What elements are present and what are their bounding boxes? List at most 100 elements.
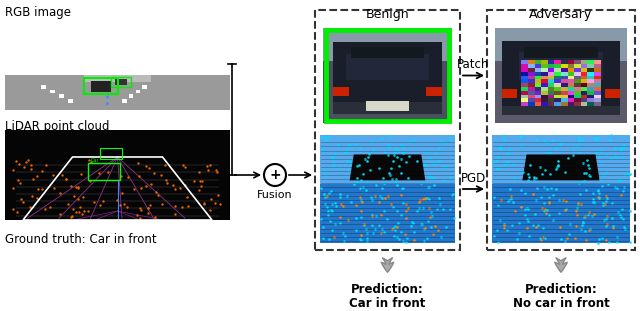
Bar (528, 79, 535, 83)
Bar (502, 89, 518, 98)
Bar (333, 102, 442, 114)
Bar (528, 98, 535, 102)
Bar (524, 47, 598, 58)
Bar (568, 86, 575, 91)
Bar (522, 94, 529, 98)
Bar (548, 71, 555, 76)
Bar (541, 71, 548, 76)
Bar (594, 90, 601, 95)
Bar (594, 71, 601, 76)
Bar (365, 101, 410, 111)
Bar (185, 75, 230, 105)
Bar (581, 71, 588, 76)
Bar (522, 75, 529, 79)
Bar (534, 60, 541, 64)
Bar (568, 79, 575, 83)
Bar (522, 86, 529, 91)
Bar (548, 102, 555, 106)
Bar (581, 94, 588, 98)
Bar (59, 94, 63, 98)
Bar (588, 90, 595, 95)
Bar (528, 94, 535, 98)
Bar (594, 86, 601, 91)
Bar (84, 78, 118, 94)
Bar (568, 75, 575, 79)
Bar (554, 79, 561, 83)
Bar (548, 64, 555, 68)
Bar (588, 83, 595, 87)
Bar (528, 75, 535, 79)
Bar (88, 163, 120, 179)
Bar (588, 98, 595, 102)
Bar (548, 98, 555, 102)
Bar (548, 90, 555, 95)
Text: Adversary: Adversary (529, 8, 593, 21)
Bar (568, 60, 575, 64)
Bar (574, 64, 581, 68)
Bar (502, 106, 620, 115)
Bar (495, 28, 627, 61)
Bar (41, 85, 45, 89)
Bar (541, 86, 548, 91)
Bar (534, 67, 541, 72)
Text: No car in front: No car in front (513, 297, 609, 310)
Bar (534, 75, 541, 79)
Bar (574, 86, 581, 91)
Bar (541, 83, 548, 87)
Bar (541, 102, 548, 106)
Bar (581, 90, 588, 95)
Bar (588, 102, 595, 106)
Text: RGB image: RGB image (5, 6, 71, 19)
Bar (594, 102, 601, 106)
Bar (528, 86, 535, 91)
Bar (320, 135, 455, 183)
Bar (426, 87, 442, 96)
Text: PGD: PGD (461, 172, 486, 185)
Bar (528, 90, 535, 95)
Bar (594, 79, 601, 83)
Text: Car in front: Car in front (349, 297, 426, 310)
Bar (568, 64, 575, 68)
Bar (68, 99, 72, 103)
Text: Car: Car (90, 157, 99, 163)
Bar (541, 67, 548, 72)
Bar (326, 30, 449, 121)
Bar (588, 86, 595, 91)
Bar (594, 64, 601, 68)
Bar (548, 60, 555, 64)
Bar (574, 67, 581, 72)
Bar (561, 83, 568, 87)
Bar (574, 98, 581, 102)
Bar (594, 94, 601, 98)
Text: LiDAR point cloud: LiDAR point cloud (5, 120, 109, 133)
Text: Patch: Patch (458, 58, 490, 72)
Bar (581, 64, 588, 68)
Bar (522, 90, 529, 95)
Bar (588, 71, 595, 76)
Bar (605, 89, 620, 98)
Bar (541, 98, 548, 102)
Bar (588, 94, 595, 98)
Circle shape (107, 103, 108, 104)
Bar (528, 60, 535, 64)
Bar (554, 86, 561, 91)
Bar (561, 90, 568, 95)
Bar (554, 67, 561, 72)
Bar (129, 94, 133, 98)
Bar (568, 67, 575, 72)
Bar (528, 64, 535, 68)
Bar (548, 79, 555, 83)
Bar (528, 83, 535, 87)
Bar (50, 90, 54, 93)
Bar (492, 135, 630, 243)
Bar (568, 90, 575, 95)
Bar (561, 102, 568, 106)
Bar (594, 98, 601, 102)
Bar (554, 83, 561, 87)
Bar (528, 67, 535, 72)
Bar (574, 79, 581, 83)
Bar (568, 94, 575, 98)
Bar (534, 71, 541, 76)
Bar (522, 64, 529, 68)
Bar (594, 60, 601, 64)
